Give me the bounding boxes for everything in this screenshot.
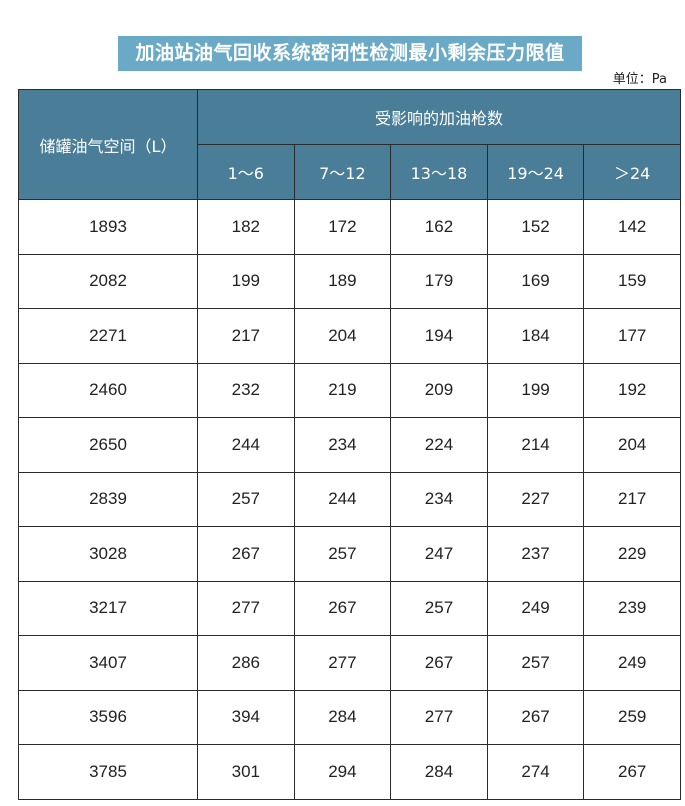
pressure-cell: 277 bbox=[293, 635, 392, 691]
pressure-cell: 184 bbox=[486, 308, 585, 364]
column-header: 13～18 bbox=[390, 144, 488, 200]
pressure-cell: 394 bbox=[197, 689, 295, 745]
tank-space-cell: 2082 bbox=[18, 253, 198, 309]
pressure-cell: 142 bbox=[583, 199, 681, 255]
pressure-cell: 244 bbox=[197, 417, 295, 473]
table-row: 2650 244 234 224 214 204 bbox=[18, 417, 681, 473]
pressure-cell: 227 bbox=[486, 471, 585, 527]
pressure-cell: 232 bbox=[197, 362, 295, 418]
pressure-cell: 217 bbox=[583, 471, 681, 527]
pressure-cell: 204 bbox=[583, 417, 681, 473]
tank-space-cell: 1893 bbox=[18, 199, 198, 255]
pressure-cell: 159 bbox=[583, 253, 681, 309]
column-header: 19～24 bbox=[486, 144, 585, 200]
table-row: 3028 267 257 247 237 229 bbox=[18, 526, 681, 582]
pressure-cell: 247 bbox=[390, 526, 488, 582]
pressure-cell: 239 bbox=[583, 580, 681, 636]
table-row: 2839 257 244 234 227 217 bbox=[18, 471, 681, 527]
table-row: 3785 301 294 284 274 267 bbox=[18, 744, 681, 800]
tank-space-cell: 3785 bbox=[18, 744, 198, 800]
pressure-cell: 257 bbox=[486, 635, 585, 691]
table-row: 2271 217 204 194 184 177 bbox=[18, 308, 681, 364]
pressure-cell: 274 bbox=[486, 744, 585, 800]
pressure-cell: 199 bbox=[486, 362, 585, 418]
pressure-cell: 179 bbox=[390, 253, 488, 309]
pressure-cell: 284 bbox=[293, 689, 392, 745]
pressure-cell: 209 bbox=[390, 362, 488, 418]
tank-space-cell: 3596 bbox=[18, 689, 198, 745]
column-header: 7～12 bbox=[293, 144, 392, 200]
pressure-cell: 286 bbox=[197, 635, 295, 691]
pressure-cell: 194 bbox=[390, 308, 488, 364]
tank-space-cell: 2650 bbox=[18, 417, 198, 473]
pressure-cell: 169 bbox=[486, 253, 585, 309]
pressure-cell: 267 bbox=[390, 635, 488, 691]
pressure-cell: 237 bbox=[486, 526, 585, 582]
pressure-cell: 182 bbox=[197, 199, 295, 255]
tank-space-cell: 2460 bbox=[18, 362, 198, 418]
pressure-cell: 189 bbox=[293, 253, 392, 309]
pressure-cell: 172 bbox=[293, 199, 392, 255]
pressure-cell: 177 bbox=[583, 308, 681, 364]
pressure-cell: 234 bbox=[390, 471, 488, 527]
pressure-cell: 244 bbox=[293, 471, 392, 527]
tank-space-cell: 3217 bbox=[18, 580, 198, 636]
pressure-cell: 259 bbox=[583, 689, 681, 745]
pressure-cell: 301 bbox=[197, 744, 295, 800]
page-title: 加油站油气回收系统密闭性检测最小剩余压力限值 bbox=[118, 36, 582, 71]
tank-space-cell: 2271 bbox=[18, 308, 198, 364]
unit-label: 单位：Pa bbox=[612, 72, 667, 87]
tank-space-cell: 3407 bbox=[18, 635, 198, 691]
pressure-cell: 294 bbox=[293, 744, 392, 800]
pressure-cell: 234 bbox=[293, 417, 392, 473]
pressure-cell: 192 bbox=[583, 362, 681, 418]
pressure-cell: 199 bbox=[197, 253, 295, 309]
pressure-cell: 249 bbox=[486, 580, 585, 636]
pressure-cell: 267 bbox=[293, 580, 392, 636]
pressure-cell: 204 bbox=[293, 308, 392, 364]
row-header-tank-space: 储罐油气空间（L） bbox=[18, 89, 198, 200]
pressure-cell: 217 bbox=[197, 308, 295, 364]
pressure-cell: 229 bbox=[583, 526, 681, 582]
tank-space-cell: 3028 bbox=[18, 526, 198, 582]
pressure-cell: 267 bbox=[197, 526, 295, 582]
table-row: 1893 182 172 162 152 142 bbox=[18, 199, 681, 255]
pressure-cell: 257 bbox=[293, 526, 392, 582]
pressure-cell: 257 bbox=[197, 471, 295, 527]
pressure-cell: 152 bbox=[486, 199, 585, 255]
pressure-cell: 277 bbox=[197, 580, 295, 636]
pressure-cell: 214 bbox=[486, 417, 585, 473]
pressure-cell: 277 bbox=[390, 689, 488, 745]
table-row: 3596 394 284 277 267 259 bbox=[18, 689, 681, 745]
pressure-cell: 284 bbox=[390, 744, 488, 800]
group-header-nozzles: 受影响的加油枪数 bbox=[197, 89, 681, 145]
table-row: 3217 277 267 257 249 239 bbox=[18, 580, 681, 636]
pressure-cell: 224 bbox=[390, 417, 488, 473]
tank-space-cell: 2839 bbox=[18, 471, 198, 527]
table-row: 2082 199 189 179 169 159 bbox=[18, 253, 681, 309]
pressure-cell: 162 bbox=[390, 199, 488, 255]
table-row: 3407 286 277 267 257 249 bbox=[18, 635, 681, 691]
pressure-cell: 219 bbox=[293, 362, 392, 418]
pressure-cell: 249 bbox=[583, 635, 681, 691]
pressure-cell: 257 bbox=[390, 580, 488, 636]
table-row: 2460 232 219 209 199 192 bbox=[18, 362, 681, 418]
column-header: ＞24 bbox=[583, 144, 681, 200]
pressure-limit-table: 储罐油气空间（L） 受影响的加油枪数 1～6 7～12 13～18 19～24 … bbox=[18, 89, 681, 800]
column-header: 1～6 bbox=[197, 144, 295, 200]
pressure-cell: 267 bbox=[583, 744, 681, 800]
table-body: 1893 182 172 162 152 142 2082 199 189 179 169 159 22… bbox=[18, 199, 681, 800]
pressure-cell: 267 bbox=[486, 689, 585, 745]
